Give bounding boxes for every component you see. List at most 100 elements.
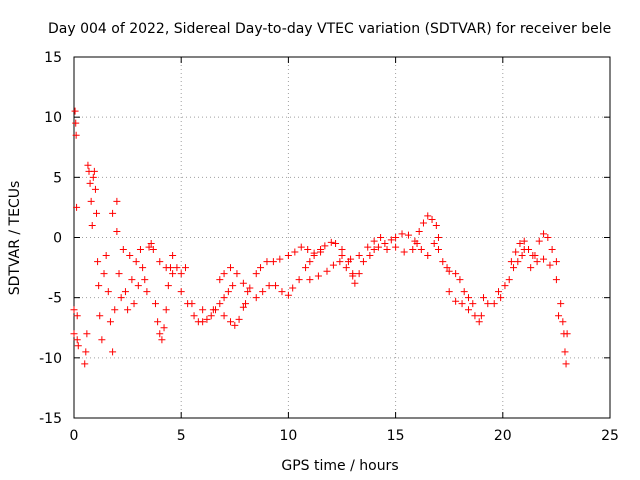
data-point — [96, 312, 104, 320]
data-point — [464, 306, 472, 314]
data-point — [434, 246, 442, 254]
data-point — [347, 255, 355, 263]
data-point — [284, 291, 292, 299]
data-point — [531, 252, 539, 260]
y-tick-label: -5 — [48, 291, 62, 307]
data-point — [527, 264, 535, 272]
data-point — [98, 336, 106, 344]
data-point — [224, 288, 232, 296]
data-point — [432, 221, 440, 229]
data-point — [252, 270, 260, 278]
data-point — [381, 240, 389, 248]
x-tick-label: 5 — [177, 428, 186, 444]
data-point — [269, 258, 277, 266]
data-point — [136, 246, 144, 254]
data-point — [456, 276, 464, 284]
data-point — [73, 336, 81, 344]
data-point — [428, 215, 436, 223]
data-point — [113, 197, 121, 205]
y-tick-label: 10 — [44, 110, 62, 126]
data-point — [443, 264, 451, 272]
data-point — [151, 300, 159, 308]
data-point — [207, 312, 215, 320]
data-point — [516, 240, 524, 248]
data-point — [93, 209, 101, 217]
data-point — [377, 234, 385, 241]
data-point — [430, 240, 438, 248]
data-point — [351, 279, 359, 287]
data-point — [355, 252, 363, 260]
data-point — [104, 288, 112, 296]
data-point — [72, 119, 80, 127]
data-point — [374, 243, 382, 251]
data-point — [552, 276, 560, 284]
data-point — [477, 312, 485, 320]
data-point — [169, 270, 177, 278]
data-point — [252, 294, 260, 302]
data-point — [72, 131, 80, 139]
data-point — [203, 315, 211, 323]
data-point — [121, 288, 129, 296]
data-point — [91, 185, 99, 193]
data-point — [510, 264, 518, 272]
data-point — [552, 258, 560, 266]
data-point — [162, 264, 170, 272]
y-tick-label: 0 — [53, 231, 62, 247]
data-point — [392, 234, 400, 241]
y-tick-label: -10 — [39, 351, 62, 367]
data-point — [563, 330, 571, 338]
data-point — [276, 255, 284, 263]
data-point — [387, 236, 395, 244]
data-point — [177, 270, 185, 278]
data-point — [370, 246, 378, 254]
data-point — [495, 288, 503, 296]
data-point — [289, 284, 297, 292]
data-point — [117, 294, 125, 302]
data-point — [244, 288, 252, 296]
data-point — [471, 312, 479, 320]
data-point — [134, 282, 142, 290]
data-point — [220, 294, 228, 302]
data-point — [439, 258, 447, 266]
data-point — [70, 306, 78, 314]
data-point — [278, 288, 286, 296]
data-point — [106, 318, 114, 326]
data-point — [525, 246, 533, 254]
y-tick-label: 5 — [53, 170, 62, 186]
data-point — [87, 197, 95, 205]
data-point — [434, 234, 442, 241]
data-point — [546, 261, 554, 269]
data-point — [216, 276, 224, 284]
data-point — [199, 306, 207, 314]
data-point — [235, 315, 243, 323]
data-point — [158, 336, 166, 344]
data-point — [497, 294, 505, 302]
data-point — [229, 282, 237, 290]
data-point — [424, 252, 432, 260]
data-point — [484, 300, 492, 308]
data-point — [383, 246, 391, 254]
data-point — [415, 227, 423, 235]
data-point — [216, 300, 224, 308]
data-point — [139, 264, 147, 272]
data-point — [242, 300, 250, 308]
data-point — [239, 303, 247, 311]
data-point — [349, 272, 357, 280]
x-tick-label: 15 — [387, 428, 405, 444]
data-point — [181, 264, 189, 272]
data-point — [321, 242, 329, 250]
data-point — [190, 312, 198, 320]
data-point — [535, 237, 543, 245]
data-point — [364, 243, 372, 251]
data-point — [164, 282, 172, 290]
data-point — [557, 300, 565, 308]
data-point — [338, 246, 346, 254]
data-point — [445, 288, 453, 296]
data-point — [480, 294, 488, 302]
data-point — [533, 258, 541, 266]
data-point — [88, 221, 96, 229]
data-point — [263, 258, 271, 266]
data-point — [317, 246, 325, 254]
data-point — [306, 276, 314, 284]
data-point — [113, 227, 121, 235]
